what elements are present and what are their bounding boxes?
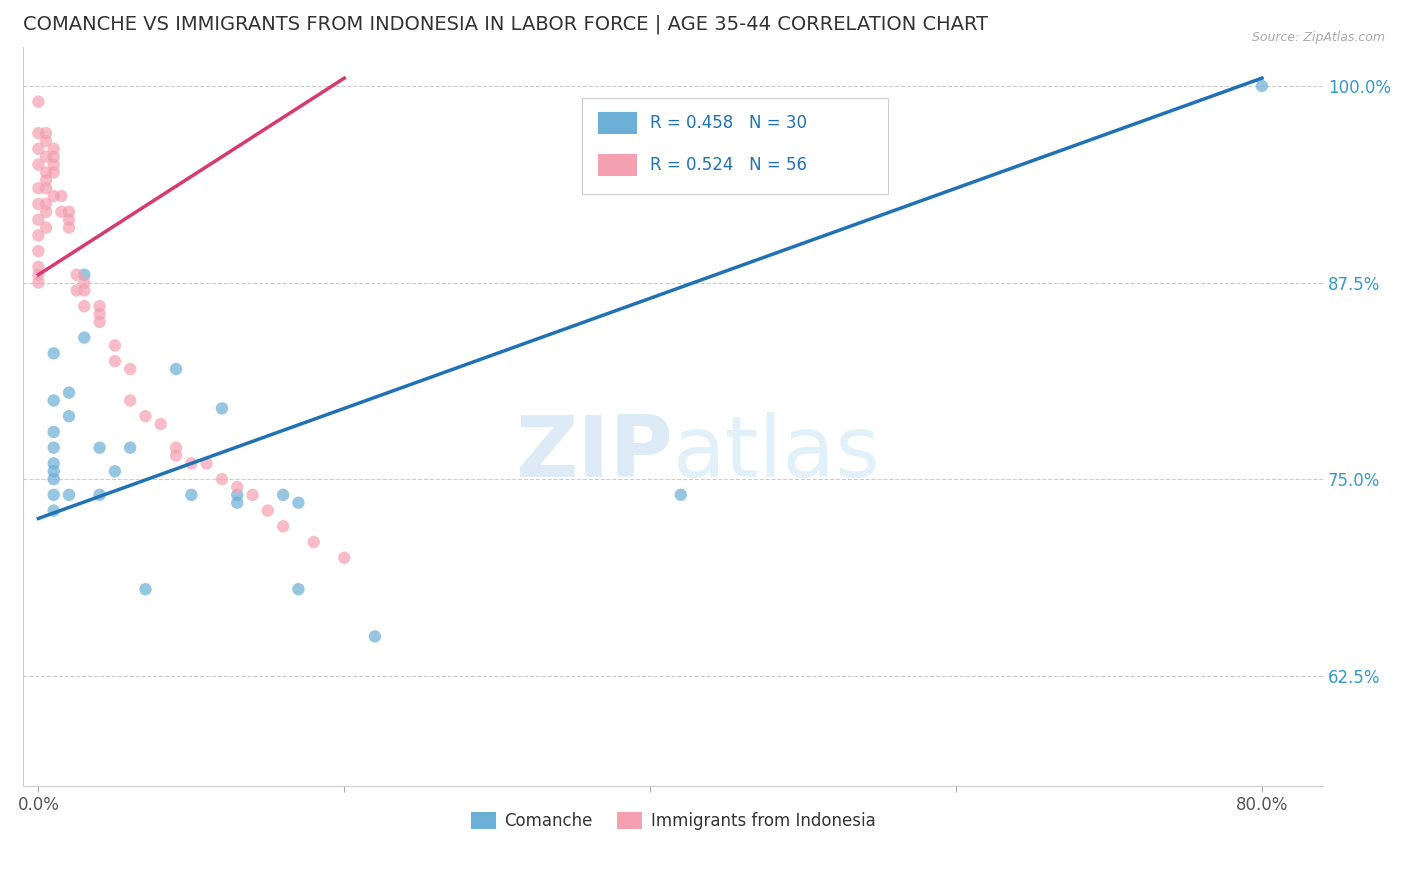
Point xyxy=(42,464,65,478)
Text: COMANCHE VS IMMIGRANTS FROM INDONESIA IN LABOR FORCE | AGE 35-44 CORRELATION CHA: COMANCHE VS IMMIGRANTS FROM INDONESIA IN… xyxy=(22,15,988,35)
Point xyxy=(211,472,233,486)
Point xyxy=(42,158,65,172)
Point xyxy=(27,158,49,172)
Point xyxy=(226,488,249,502)
Text: Source: ZipAtlas.com: Source: ZipAtlas.com xyxy=(1251,31,1385,45)
Point xyxy=(27,228,49,243)
Point xyxy=(165,441,187,455)
Point xyxy=(27,212,49,227)
Point xyxy=(256,503,278,517)
Point xyxy=(42,457,65,471)
Point xyxy=(211,401,233,416)
Point xyxy=(35,165,58,179)
Point xyxy=(58,220,80,235)
Point xyxy=(165,449,187,463)
Point xyxy=(35,134,58,148)
Point xyxy=(27,197,49,211)
Point xyxy=(73,330,96,344)
Point xyxy=(333,550,356,565)
Point xyxy=(165,362,187,376)
Point xyxy=(42,441,65,455)
Text: ZIP: ZIP xyxy=(516,412,673,495)
Point xyxy=(104,464,127,478)
Point xyxy=(42,142,65,156)
Point xyxy=(226,496,249,510)
Point xyxy=(120,393,142,408)
Point xyxy=(58,385,80,400)
Text: R = 0.524   N = 56: R = 0.524 N = 56 xyxy=(650,156,807,174)
Point xyxy=(27,260,49,274)
Point xyxy=(27,95,49,109)
Point xyxy=(89,315,111,329)
Point xyxy=(42,189,65,203)
Point xyxy=(287,582,309,597)
Point xyxy=(120,362,142,376)
Point xyxy=(35,204,58,219)
Point xyxy=(66,268,89,282)
Point xyxy=(104,354,127,368)
Point xyxy=(89,488,111,502)
Point xyxy=(42,488,65,502)
Text: atlas: atlas xyxy=(673,412,882,495)
Point xyxy=(58,409,80,424)
Point xyxy=(1251,78,1274,93)
Point xyxy=(35,181,58,195)
Point xyxy=(73,268,96,282)
Point xyxy=(669,488,692,502)
Point xyxy=(42,150,65,164)
Point xyxy=(104,338,127,352)
Point xyxy=(271,488,294,502)
Point xyxy=(35,197,58,211)
Point xyxy=(27,244,49,259)
Point xyxy=(27,142,49,156)
Point xyxy=(66,284,89,298)
Point xyxy=(180,457,202,471)
Point xyxy=(134,409,156,424)
Point xyxy=(134,582,156,597)
Point xyxy=(89,299,111,313)
Point xyxy=(89,307,111,321)
Point xyxy=(73,284,96,298)
Point xyxy=(42,346,65,360)
Point xyxy=(58,212,80,227)
Point xyxy=(180,488,202,502)
Point xyxy=(226,480,249,494)
Point xyxy=(27,126,49,140)
Point xyxy=(149,417,172,431)
Point xyxy=(58,488,80,502)
Point xyxy=(271,519,294,533)
Point xyxy=(35,220,58,235)
Point xyxy=(89,441,111,455)
Point xyxy=(27,181,49,195)
Point xyxy=(73,299,96,313)
Point xyxy=(27,268,49,282)
Point xyxy=(35,126,58,140)
Point xyxy=(195,457,218,471)
Text: R = 0.458   N = 30: R = 0.458 N = 30 xyxy=(650,114,807,132)
Point xyxy=(35,150,58,164)
Point xyxy=(42,503,65,517)
Point xyxy=(58,204,80,219)
Point xyxy=(42,425,65,439)
Point xyxy=(42,472,65,486)
Point xyxy=(120,441,142,455)
Point xyxy=(27,276,49,290)
Bar xyxy=(598,112,637,134)
Point xyxy=(287,496,309,510)
Point xyxy=(51,189,73,203)
Point xyxy=(42,165,65,179)
Point xyxy=(302,535,325,549)
Point xyxy=(42,393,65,408)
Bar xyxy=(598,153,637,176)
Point xyxy=(73,276,96,290)
Point xyxy=(51,204,73,219)
Legend: Comanche, Immigrants from Indonesia: Comanche, Immigrants from Indonesia xyxy=(464,805,882,837)
Point xyxy=(242,488,264,502)
FancyBboxPatch shape xyxy=(582,98,887,194)
Point xyxy=(364,629,387,643)
Point xyxy=(35,173,58,187)
